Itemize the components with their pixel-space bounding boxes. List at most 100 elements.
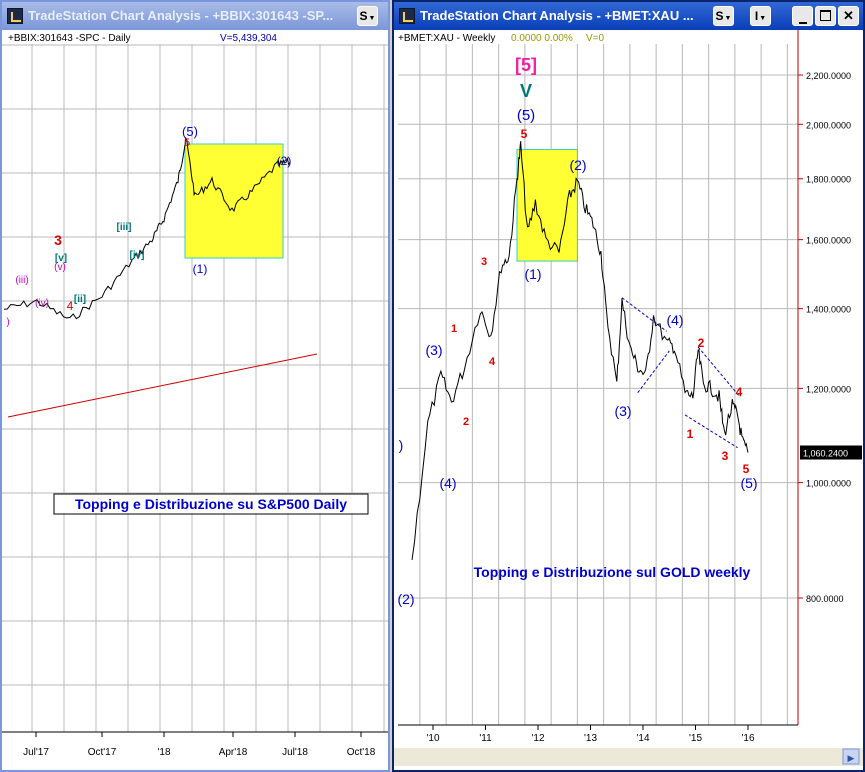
- chart-title: Topping e Distribuzione sul GOLD weekly: [474, 564, 751, 580]
- right-title-bar[interactable]: TradeStation Chart Analysis - +BMET:XAU …: [394, 2, 863, 30]
- x-tick-label: Apr'18: [219, 747, 248, 758]
- right-window-title: TradeStation Chart Analysis - +BMET:XAU …: [420, 8, 694, 23]
- wave-label-minor: 4: [489, 356, 496, 368]
- wave-label: V: [520, 81, 532, 101]
- right-chart-area[interactable]: 2,200.0000 2,000.0000 1,800.0000 1,600.0000…: [394, 30, 863, 770]
- wave-label: 5: [743, 462, 750, 476]
- wave-label: 3: [722, 449, 729, 463]
- wave-label: [v]: [55, 253, 67, 264]
- scroll-right-button[interactable]: [842, 748, 860, 765]
- chevron-down-icon: ▼: [724, 15, 732, 22]
- wave-label: [iii]: [117, 222, 132, 233]
- y-tick-label: 800.0000: [806, 594, 844, 604]
- wave-label: 1: [687, 427, 694, 441]
- gold-weekly-chart[interactable]: 2,200.0000 2,000.0000 1,800.0000 1,600.0000…: [394, 30, 863, 770]
- left-s-dropdown-button[interactable]: S▼: [357, 6, 378, 26]
- right-quote-values: 0.0000 0.00%: [511, 33, 573, 44]
- y-tick-label: 1,200.0000: [806, 384, 851, 394]
- wave-label: (4): [439, 475, 456, 491]
- wave-label: (1): [524, 266, 541, 282]
- right-i-button-label: I: [754, 9, 759, 23]
- wedge-upper-line: [697, 346, 741, 398]
- right-volume-label: V=0: [586, 33, 605, 44]
- wave-label-minor: 1: [451, 323, 457, 335]
- wave-label-minor: 2: [463, 416, 469, 428]
- x-tick-label: Oct'17: [88, 747, 117, 758]
- wave-label: (2): [397, 591, 414, 607]
- right-symbol-label: +BMET:XAU - Weekly: [398, 33, 496, 44]
- triangle-lower-line: [637, 350, 670, 394]
- close-button[interactable]: ✕: [838, 6, 859, 26]
- x-tick-label: '13: [584, 733, 597, 744]
- right-i-dropdown-button[interactable]: I▼: [750, 6, 771, 26]
- y-tick-label: 1,000.0000: [806, 479, 851, 489]
- wave-label: 3: [54, 232, 62, 248]
- last-value-label: 1,060.2400: [803, 449, 848, 459]
- distribution-box: [516, 148, 578, 262]
- maximize-icon: [820, 10, 831, 21]
- wedge-lower-line: [684, 414, 738, 449]
- tradestation-app-icon: [399, 8, 415, 24]
- wave-label: (5): [517, 107, 535, 124]
- wave-label: [iv]: [130, 250, 145, 261]
- x-tick-label: Oct'18: [347, 747, 376, 758]
- minimize-button[interactable]: [792, 6, 813, 26]
- x-tick-label: '15: [689, 733, 702, 744]
- wave-label: (iii): [15, 275, 28, 286]
- wave-label: (3): [425, 342, 442, 358]
- wave-label-partial: ): [6, 317, 9, 328]
- wave-label-partial: ): [399, 437, 404, 453]
- chevron-right-icon: ▶: [848, 753, 855, 763]
- x-tick-label: '14: [636, 733, 649, 744]
- wave-label: 4: [736, 385, 743, 399]
- y-tick-label: 2,200.0000: [806, 71, 851, 81]
- x-tick-label: '11: [479, 733, 492, 744]
- left-chart-area[interactable]: Jul'17 Oct'17 '18 Apr'18 Jul'18 Oct'18 3 (iii) (…: [2, 30, 388, 770]
- left-title-bar[interactable]: TradeStation Chart Analysis - +BBIX:3016…: [2, 2, 388, 30]
- price-series-line: [3, 136, 291, 320]
- chart-title-box: [53, 493, 369, 515]
- wave-label: (2): [569, 157, 586, 173]
- y-tick-label: 2,000.0000: [806, 120, 851, 130]
- left-window-title: TradeStation Chart Analysis - +BBIX:3016…: [28, 8, 334, 23]
- left-chart-window[interactable]: TradeStation Chart Analysis - +BBIX:3016…: [0, 0, 390, 772]
- wave-label: (iv): [35, 298, 49, 309]
- left-volume-label: V=5,439,304: [220, 33, 277, 44]
- x-tick-label: Jul'17: [23, 747, 49, 758]
- sp500-daily-chart[interactable]: Jul'17 Oct'17 '18 Apr'18 Jul'18 Oct'18 3 (iii) (…: [2, 30, 388, 770]
- wave-label: 2: [698, 336, 705, 350]
- x-tick-label: '18: [157, 747, 170, 758]
- right-chart-window[interactable]: TradeStation Chart Analysis - +BMET:XAU …: [392, 0, 865, 772]
- wave-label: 5: [184, 137, 190, 149]
- chart-title: Topping e Distribuzione su S&P500 Daily: [75, 496, 347, 512]
- x-tick-label: '12: [531, 733, 544, 744]
- long-term-trendline: [7, 353, 318, 418]
- wave-label: 4: [67, 299, 74, 313]
- wave-label: (1): [193, 262, 208, 276]
- wave-label: (v): [54, 262, 66, 273]
- y-tick-label: 1,600.0000: [806, 236, 851, 246]
- triangle-upper-line: [621, 297, 667, 332]
- last-value-box: [800, 445, 862, 460]
- wave-label: (3): [614, 403, 631, 419]
- y-tick-label: 1,400.0000: [806, 305, 851, 315]
- x-tick-label: Jul'18: [282, 747, 308, 758]
- distribution-box: [184, 143, 284, 259]
- right-s-dropdown-button[interactable]: S▼: [713, 6, 734, 26]
- wave-label-minor: 3: [481, 256, 487, 268]
- wave-label: (5): [182, 124, 198, 139]
- wave-label: (4): [666, 312, 683, 328]
- x-tick-label: '16: [741, 733, 754, 744]
- wave-label: [5]: [515, 55, 537, 75]
- horizontal-scrollbar[interactable]: [394, 748, 863, 766]
- y-tick-label: 1,800.0000: [806, 175, 851, 185]
- chevron-down-icon: ▼: [759, 15, 767, 22]
- chevron-down-icon: ▼: [368, 15, 376, 22]
- wave-label: 5: [521, 127, 528, 141]
- wave-label: [ii]: [74, 294, 86, 305]
- maximize-button[interactable]: [815, 6, 836, 26]
- close-icon: ✕: [843, 8, 854, 23]
- wave-label: (5): [740, 475, 757, 491]
- tradestation-app-icon: [7, 8, 23, 24]
- wave-label: (2): [277, 154, 292, 168]
